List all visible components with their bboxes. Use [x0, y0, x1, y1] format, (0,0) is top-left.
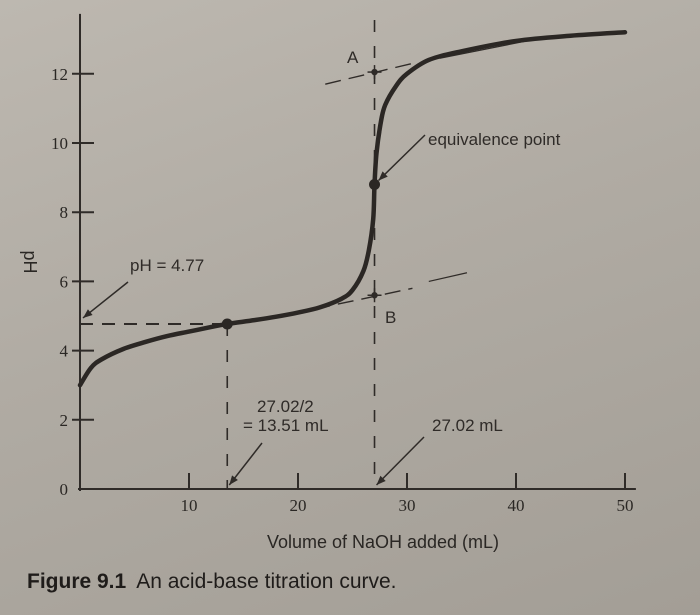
half-volume-label-1: 27.02/2	[257, 397, 314, 416]
half-volume-label-2: = 13.51 mL	[243, 416, 329, 435]
point-a-label: A	[347, 48, 359, 67]
equivalence-volume-label: 27.02 mL	[432, 416, 503, 435]
ph-arrow-shaft	[82, 281, 129, 319]
figure-number: Figure 9.1	[27, 570, 127, 593]
y-tick-label: 12	[51, 65, 68, 84]
half-volume-arrow-head	[229, 475, 238, 485]
equivalence-arrow-shaft	[377, 134, 426, 182]
figure-caption-text: An acid-base titration curve.	[136, 570, 397, 593]
equivalence-volume-arrow-shaft	[375, 436, 425, 486]
equivalence-arrow-head	[378, 171, 388, 181]
axes	[78, 13, 636, 491]
points-layer	[221, 65, 382, 330]
x-axis-title: Volume of NaOH added (mL)	[267, 532, 499, 552]
lower-tangent-line	[314, 287, 413, 310]
x-tick-label: 20	[290, 496, 307, 515]
y-tick-label: 8	[60, 203, 69, 222]
tick-marks: 0 2 4 6 8 10 12 10 20 30 40 50	[51, 65, 634, 515]
curve-layer	[77, 30, 628, 388]
figure-caption: Figure 9.1 An acid-base titration curve.	[27, 570, 397, 594]
x-tick-label: 50	[617, 496, 634, 515]
ph-arrow-head	[83, 309, 93, 318]
labels-layer: Volume of NaOH added (mL) pH pH = 4.77 2…	[20, 48, 561, 552]
half-equivalence-point	[221, 318, 233, 330]
y-tick-label: 10	[51, 134, 68, 153]
y-tick-label: 2	[60, 411, 69, 430]
equivalence-point	[369, 179, 381, 191]
guide-lines	[80, 20, 528, 489]
y-tick-label: 4	[60, 342, 69, 361]
y-tick-label: 0	[60, 480, 69, 499]
equivalence-point-label: equivalence point	[428, 130, 561, 149]
x-tick-label: 10	[181, 496, 198, 515]
upper-tangent-line-right	[439, 40, 528, 59]
x-tick-label: 40	[508, 496, 525, 515]
y-tick-label: 6	[60, 272, 69, 291]
point-b-label: B	[385, 308, 396, 327]
equivalence-volume-arrow-head	[376, 475, 386, 485]
x-tick-label: 30	[399, 496, 416, 515]
ph-annotation: pH = 4.77	[130, 256, 204, 275]
titration-chart: 0 2 4 6 8 10 12 10 20 30 40 50 Volume of NaOH added…	[20, 13, 636, 552]
upper-tangent-line	[325, 62, 413, 85]
lower-tangent-line-right	[428, 272, 468, 282]
titration-curve	[77, 30, 628, 388]
y-axis-title: pH	[20, 250, 40, 273]
